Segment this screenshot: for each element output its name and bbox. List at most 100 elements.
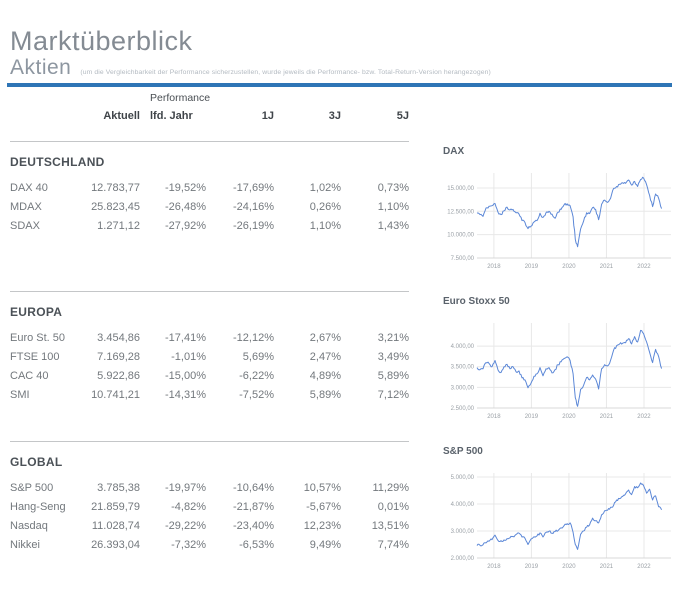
axis-tick-label: 5.000,00 [451,475,475,481]
index-name: SDAX [10,219,40,232]
market-section: EUROPA Euro St. 50 3.454,86 -17,41% -12,12% 2… [10,291,409,441]
section-rows: Euro St. 50 3.454,86 -17,41% -12,12% 2,67% 3,… [10,328,409,404]
head-1j: 1J [261,110,274,122]
index-value: 12,23% [303,519,341,532]
aktien-header: Aktien (um die Vergleichbarkeit der Perf… [10,56,491,80]
index-name: CAC 40 [10,369,49,382]
axis-tick-label: 2021 [600,414,614,420]
index-value: 1,43% [377,219,409,232]
index-value: 26.393,04 [91,538,140,551]
index-value: -6,22% [239,369,274,382]
index-row: SMI 10.741,21 -14,31% -7,52% 5,89% 7,12% [10,385,409,404]
index-name: Euro St. 50 [10,331,66,344]
sp500-chart-title: S&P 500 [443,446,483,457]
axis-tick-label: 2.500,00 [451,406,475,412]
index-value: 3.785,38 [97,481,140,494]
index-value: 11,29% [372,481,410,494]
index-value: -10,64% [233,481,274,494]
axis-tick-label: 12.500,00 [447,209,474,215]
market-section: GLOBAL S&P 500 3.785,38 -19,97% -10,64% 10,57… [10,441,409,591]
axis-tick-label: 2020 [562,564,576,570]
index-name: MDAX [10,200,42,213]
section-rows: S&P 500 3.785,38 -19,97% -10,64% 10,57% 11,29… [10,478,409,554]
index-value: -17,41% [165,331,206,344]
index-value: 5.922,86 [97,369,140,382]
axis-tick-label: 3.000,00 [451,385,475,391]
aktien-section-note: (um die Vergleichbarkeit der Performance… [80,69,491,76]
index-value: -26,19% [233,219,274,232]
index-value: -12,12% [233,331,274,344]
aktien-underline [7,83,672,87]
index-value: 5,89% [377,369,409,382]
dax-price-line [476,176,663,248]
section-heading: EUROPA [10,305,63,319]
performance-group-header: Performance [150,92,211,104]
index-value: -7,32% [171,538,206,551]
index-row: CAC 40 5.922,86 -15,00% -6,22% 4,89% 5,89% [10,366,409,385]
market-table: Performance Aktuell lfd. Jahr 1J 3J 5J D… [10,91,409,591]
index-value: -14,31% [165,388,206,401]
head-spacer [10,124,409,141]
axis-tick-label: 7.500,00 [451,256,475,262]
index-value: -6,53% [239,538,274,551]
head-5j: 5J [396,110,409,122]
market-section: DEUTSCHLAND DAX 40 12.783,77 -19,52% -17,69%… [10,141,409,291]
axis-tick-label: 2018 [487,564,501,570]
index-name: Nikkei [10,538,40,551]
index-value: -29,22% [165,519,206,532]
index-value: 3,49% [377,350,409,363]
head-lfd-jahr: lfd. Jahr [150,110,193,122]
axis-tick-label: 2019 [525,564,539,570]
index-name: SMI [10,388,30,401]
index-value: -19,52% [165,181,206,194]
index-value: -26,48% [165,200,206,213]
index-name: S&P 500 [10,481,54,494]
axis-tick-label: 2019 [525,264,539,270]
index-value: 9,49% [309,538,341,551]
index-value: 1,10% [309,219,341,232]
index-value: -15,00% [165,369,206,382]
euro-stoxx-chart-title: Euro Stoxx 50 [443,296,510,307]
axis-tick-label: 2020 [562,414,576,420]
aktien-section-title: Aktien [10,56,72,79]
axis-tick-label: 2022 [637,264,651,270]
axis-tick-label: 2022 [637,414,651,420]
sp500-chart-block: S&P 500 5.000,00 4.000,00 3.000,00 2.000,00… [443,446,675,575]
index-value: 7,74% [377,538,409,551]
index-value: 3.454,86 [97,331,140,344]
table-sections: DEUTSCHLAND DAX 40 12.783,77 -19,52% -17,69%… [10,141,409,591]
index-value: 4,89% [309,369,341,382]
axis-tick-label: 4.000,00 [451,344,475,350]
index-value: -24,16% [233,200,274,213]
index-value: 7,12% [377,388,409,401]
euro-stoxx-chart: 4.000,00 3.500,00 3.000,00 2.500,00 2018 2019… [443,313,675,425]
index-value: 0,01% [377,500,409,513]
section-heading: DEUTSCHLAND [10,155,105,169]
index-value: 12.783,77 [91,181,140,194]
sp-500-price-line [476,482,663,550]
axis-tick-label: 2022 [637,564,651,570]
index-value: 7.169,28 [97,350,140,363]
axis-tick-label: 10.000,00 [447,233,474,239]
index-value: 0,73% [377,181,409,194]
dax-chart: 15.000,00 12.500,00 10.000,00 7.500,00 2018 2… [443,163,675,275]
index-value: 21.859,79 [91,500,140,513]
page-title: Marktüberblick [10,26,193,57]
index-name: DAX 40 [10,181,48,194]
axis-tick-label: 2019 [525,414,539,420]
index-value: 1.271,12 [97,219,140,232]
index-value: 1,10% [377,200,409,213]
euro-stoxx-50-price-line [476,329,663,407]
head-3j: 3J [328,110,341,122]
dax-chart-svg: 15.000,00 12.500,00 10.000,00 7.500,00 2018 2… [447,173,671,270]
index-value: -21,87% [233,500,274,513]
table-head-row: Aktuell lfd. Jahr 1J 3J 5J [10,108,409,124]
axis-tick-label: 15.000,00 [447,186,474,192]
index-name: FTSE 100 [10,350,60,363]
sp500-chart: 5.000,00 4.000,00 3.000,00 2.000,00 2018 2019… [443,463,675,575]
index-value: -17,69% [233,181,274,194]
axis-tick-label: 2020 [562,264,576,270]
axis-tick-label: 3.000,00 [451,529,475,535]
axis-tick-label: 2021 [600,264,614,270]
index-row: SDAX 1.271,12 -27,92% -26,19% 1,10% 1,43% [10,216,409,235]
